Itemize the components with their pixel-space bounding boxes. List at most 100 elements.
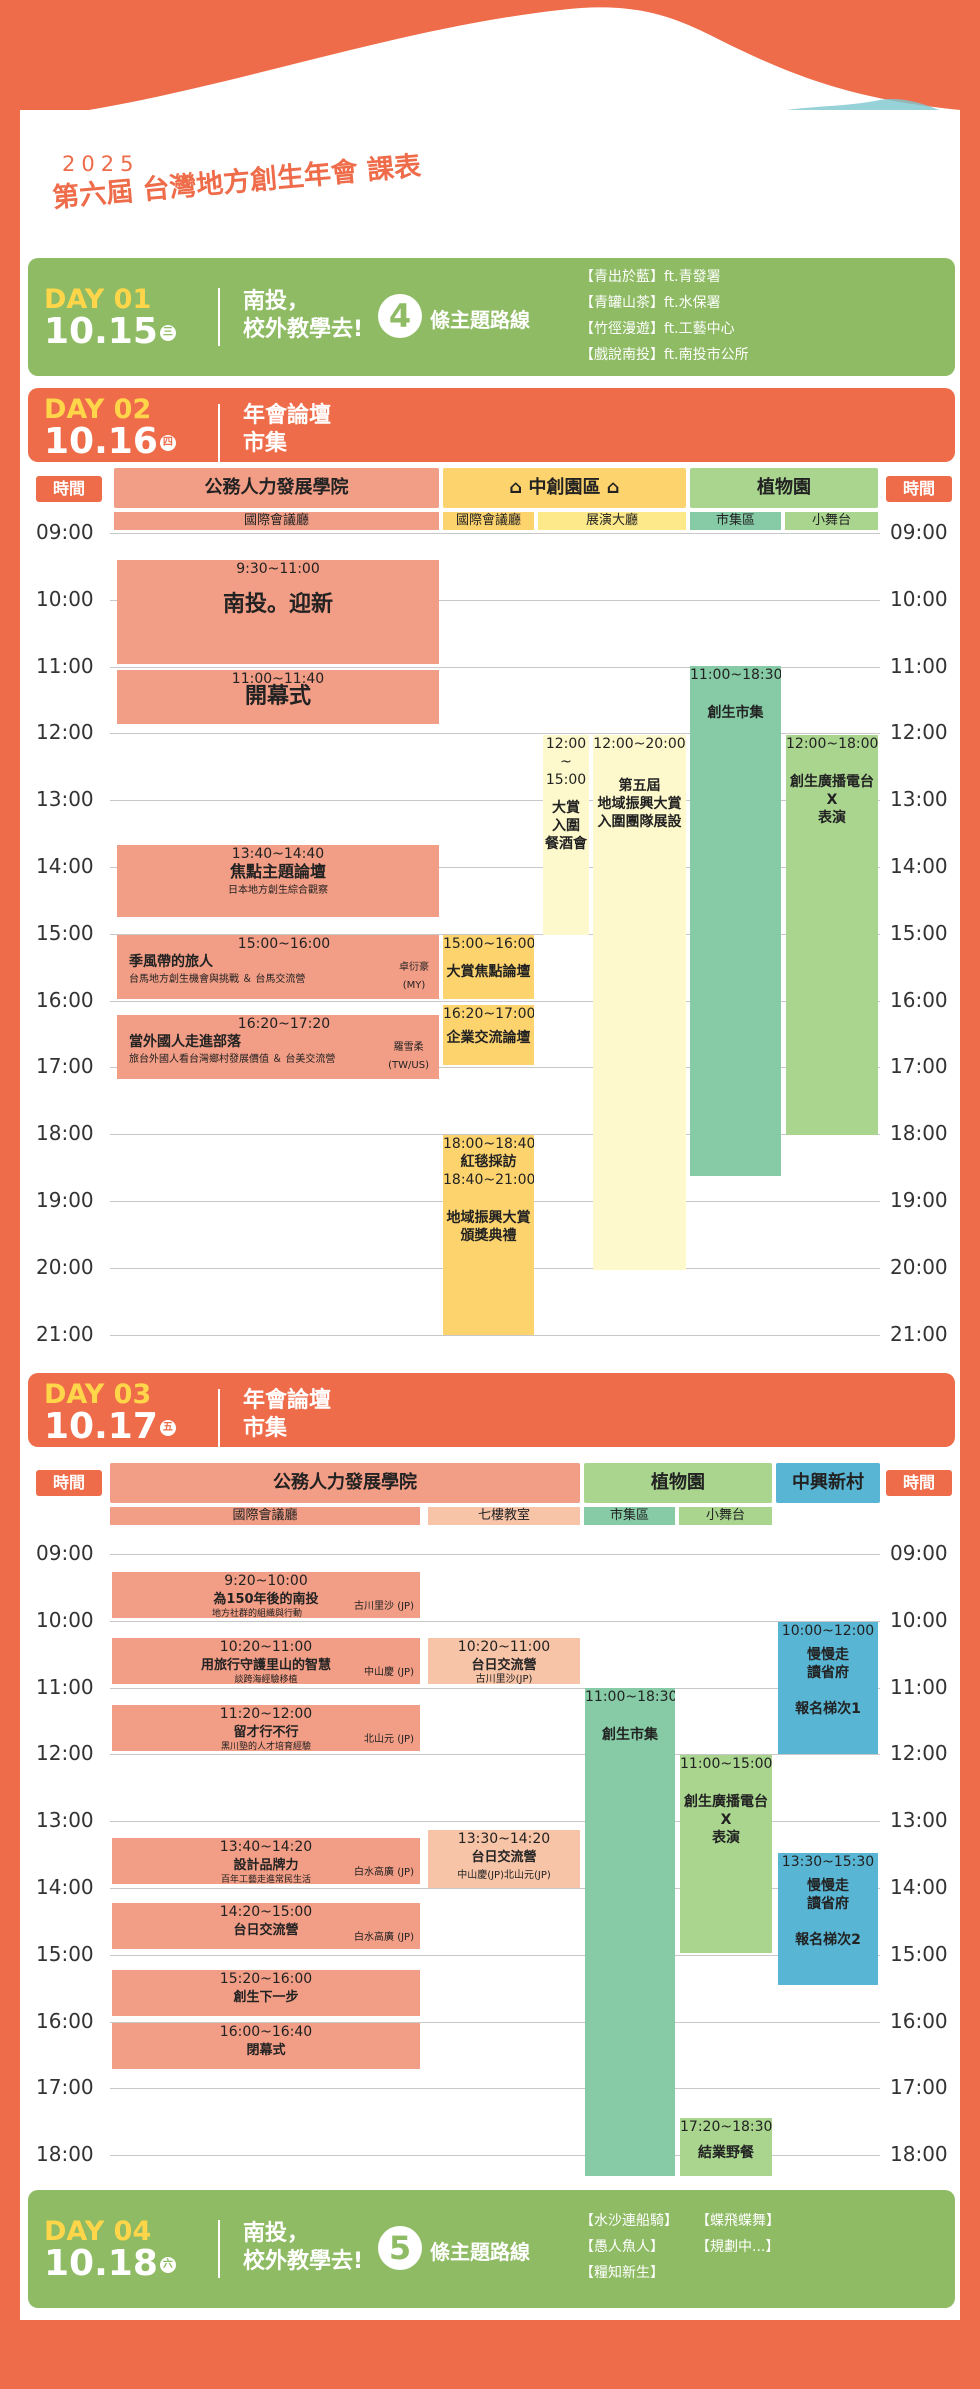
- event-title: 台日交流營: [471, 1850, 537, 1865]
- hour-line: [110, 1821, 880, 1823]
- hour-line: [110, 1334, 880, 1336]
- day2-date: 10.16 四: [44, 424, 176, 460]
- event-time: 12:00~18:00: [786, 736, 878, 752]
- event-block: 9:20~10:00 為150年後的南投 地方社群的組織與行動 古川里沙 (JP): [112, 1572, 420, 1618]
- divider: [218, 288, 220, 346]
- event-title: 紅毯採訪: [460, 1154, 517, 1170]
- time-label-left: 14:00: [36, 1875, 94, 1899]
- event-title: 慢慢走 讀省府 報名梯次1: [795, 1647, 861, 1717]
- header-year: 2025: [62, 152, 140, 176]
- event-block: 13:30~15:30 慢慢走 讀省府 報名梯次2: [778, 1853, 878, 1985]
- event-block: 9:30~11:00 南投。迎新: [117, 560, 439, 664]
- event-title: 第五屆 地域振興大賞 入圍團隊展設: [597, 778, 682, 830]
- day4-route-text: 條主題路線: [430, 2240, 530, 2264]
- event-subtitle: 黑川塾的人才培育經驗: [220, 1742, 311, 1751]
- event-time: 9:20~10:00: [224, 1573, 308, 1589]
- event-time: 11:00~11:40: [231, 671, 325, 687]
- sub-venue: 市集區: [690, 512, 781, 530]
- time-label-right: 09:00: [890, 520, 948, 544]
- event-time: 15:20~16:00: [219, 1971, 313, 1987]
- time-label-left: 11:00: [36, 653, 94, 678]
- event-time: 18:40~21:00: [443, 1172, 534, 1188]
- day1-route-1: 【青出於藍】ft.青發署: [580, 269, 721, 285]
- event-block: 11:00~15:00 創生廣播電台 X 表演: [680, 1755, 772, 1953]
- event-block: 10:20~11:00 用旅行守護里山的智慧 談跨海經驗移植 中山慶 (JP): [112, 1638, 420, 1684]
- event-subtitle: 地方社群的組織與行動: [212, 1609, 303, 1618]
- day4-date: 10.18 六: [44, 2246, 176, 2282]
- day1-route-2: 【青罐山茶】ft.水保署: [580, 295, 721, 311]
- day4-route-1: 【水沙連船騎】: [580, 2213, 678, 2229]
- day3-label: DAY 03: [44, 1379, 152, 1410]
- time-label-right: 19:00: [890, 1188, 948, 1212]
- time-label-left: 15:00: [36, 1941, 94, 1966]
- venue-header: ⌂ 中創園區 ⌂: [443, 468, 686, 508]
- event-block: 13:40~14:40 焦點主題論壇 日本地方創生綜合觀察: [117, 845, 439, 917]
- event-block: 16:00~16:40 閉幕式: [112, 2023, 420, 2069]
- time-label-left: 11:00: [36, 1674, 94, 1699]
- sub-venue: 展演大廳: [538, 512, 686, 530]
- event-title: 創生市集: [602, 1727, 658, 1743]
- day4-route-4: 【規劃中...】: [696, 2239, 780, 2255]
- event-time: 9:30~11:00: [236, 561, 320, 577]
- event-block: 13:40~14:20 設計品牌力 百年工藝走進常民生活 白水高廣 (JP): [112, 1838, 420, 1884]
- time-label-right: 10:00: [890, 586, 948, 611]
- hour-line: [110, 1000, 880, 1002]
- day2-weekday: 四: [159, 435, 176, 451]
- hour-line: [110, 533, 880, 534]
- event-title: 慢慢走 讀省府 報名梯次2: [795, 1878, 861, 1948]
- time-label-left: 09:00: [36, 1541, 94, 1565]
- time-label-left: 16:00: [36, 2008, 94, 2033]
- day4-label: DAY 04: [44, 2216, 152, 2247]
- day4-banner: DAY 04 10.18 六 南投， 校外教學去! 5 條主題路線 【水沙連船騎】…: [28, 2190, 955, 2308]
- event-time: 18:00~18:40: [443, 1136, 534, 1152]
- event-title: 當外國人走進部落: [129, 1034, 241, 1050]
- day4-route-2: 【蝶飛蝶舞】: [696, 2213, 780, 2229]
- time-label-left: 12:00: [36, 720, 94, 745]
- time-label-left: 14:00: [36, 854, 94, 878]
- time-label-right: 14:00: [890, 854, 948, 878]
- time-label-right: 14:00: [890, 1875, 948, 1899]
- event-title: 設計品牌力: [233, 1858, 299, 1873]
- event-time: 10:20~11:00: [457, 1639, 551, 1655]
- event-time: 11:00~15:00: [680, 1756, 772, 1772]
- time-label-left: 17:00: [36, 1054, 94, 1079]
- event-speaker: 白水高廣 (JP): [354, 1867, 414, 1878]
- day1-route-4: 【戲說南投】ft.南投市公所: [580, 347, 749, 363]
- day1-banner: DAY 01 10.15 三 南投， 校外教學去! 4 條主題路線 【青出於藍】f…: [28, 258, 955, 376]
- time-label-left: 18:00: [36, 1121, 94, 1146]
- event-block: 13:30~14:20 台日交流營 中山慶(JP)北山元(JP): [428, 1830, 580, 1888]
- divider: [218, 2220, 220, 2278]
- event-block: 18:00~18:40 紅毯採訪 18:40~21:00 地域振興大賞 頒獎典禮: [443, 1135, 534, 1335]
- hour-line: [110, 599, 880, 601]
- day4-route-5: 【糧知新生】: [580, 2265, 664, 2281]
- day1-main: 南投， 校外教學去!: [243, 289, 364, 342]
- event-time: 12:00 ~ 15:00: [545, 736, 587, 788]
- time-tag: 時間: [886, 1470, 952, 1496]
- time-label-right: 11:00: [890, 1674, 948, 1699]
- event-block: 14:20~15:00 台日交流營 白水高廣 (JP): [112, 1903, 420, 1949]
- event-title: 季風帶的旅人: [129, 954, 213, 970]
- hour-line: [110, 666, 880, 668]
- event-title: 地域振興大賞 頒獎典禮: [446, 1210, 531, 1244]
- time-label-right: 16:00: [890, 987, 948, 1012]
- venue-header: 植物園: [584, 1463, 772, 1503]
- event-title: 台日交流營: [233, 1923, 299, 1938]
- event-subtitle: 日本地方創生綜合觀察: [228, 885, 328, 896]
- hour-line: [110, 1134, 880, 1136]
- time-label-right: 18:00: [890, 1121, 948, 1146]
- time-label-right: 10:00: [890, 1607, 948, 1632]
- sub-venue: 國際會議廳: [443, 512, 534, 530]
- time-label-right: 20:00: [890, 1254, 948, 1279]
- event-speaker: 卓衍豪 (MY): [399, 962, 429, 991]
- event-title: 台日交流營: [471, 1658, 537, 1673]
- time-tag: 時間: [36, 476, 102, 502]
- event-block: 15:00~16:00 大賞焦點論壇: [443, 935, 534, 999]
- sub-venue: 七樓教室: [428, 1507, 580, 1525]
- event-block: 10:00~12:00 慢慢走 讀省府 報名梯次1: [778, 1622, 878, 1754]
- event-speaker: 北山元 (JP): [364, 1734, 414, 1745]
- time-label-right: 18:00: [890, 2142, 948, 2167]
- day3-banner: DAY 03 10.17 五 年會論壇 市集: [28, 1373, 955, 1447]
- event-block: 11:00~18:30 創生市集: [690, 666, 781, 1176]
- time-label-left: 19:00: [36, 1188, 94, 1212]
- hour-line: [110, 867, 880, 868]
